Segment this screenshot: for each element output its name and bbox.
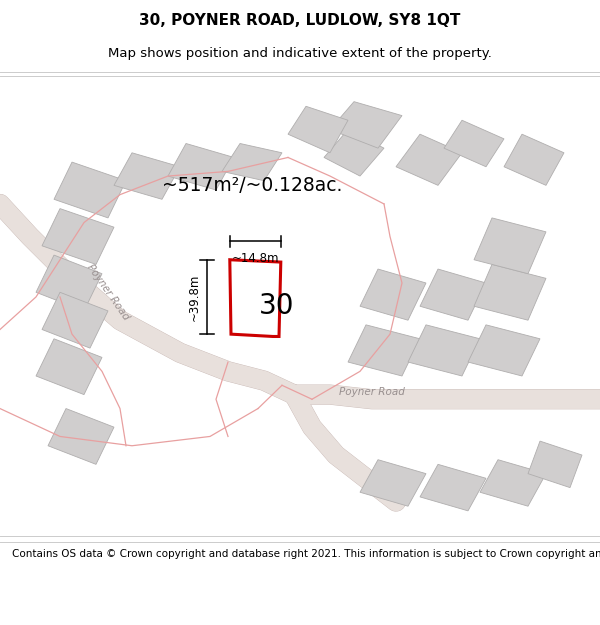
Text: 30: 30 bbox=[259, 292, 295, 320]
Polygon shape bbox=[474, 264, 546, 320]
Polygon shape bbox=[330, 102, 402, 148]
Polygon shape bbox=[408, 325, 480, 376]
Polygon shape bbox=[360, 269, 426, 320]
Text: Poyner Road: Poyner Road bbox=[339, 388, 405, 398]
Polygon shape bbox=[468, 325, 540, 376]
Polygon shape bbox=[168, 144, 234, 190]
Polygon shape bbox=[444, 120, 504, 167]
Text: Map shows position and indicative extent of the property.: Map shows position and indicative extent… bbox=[108, 47, 492, 59]
Text: ~14.8m: ~14.8m bbox=[232, 253, 279, 266]
Polygon shape bbox=[474, 218, 546, 274]
Polygon shape bbox=[396, 134, 462, 186]
Text: Poyner Road: Poyner Road bbox=[85, 262, 131, 322]
Polygon shape bbox=[36, 339, 102, 394]
Polygon shape bbox=[114, 152, 180, 199]
Text: Contains OS data © Crown copyright and database right 2021. This information is : Contains OS data © Crown copyright and d… bbox=[12, 549, 600, 559]
Polygon shape bbox=[42, 292, 108, 348]
Polygon shape bbox=[420, 269, 486, 320]
Polygon shape bbox=[348, 325, 420, 376]
Text: 30, POYNER ROAD, LUDLOW, SY8 1QT: 30, POYNER ROAD, LUDLOW, SY8 1QT bbox=[139, 13, 461, 28]
Polygon shape bbox=[288, 106, 348, 152]
Text: ~517m²/~0.128ac.: ~517m²/~0.128ac. bbox=[162, 176, 343, 195]
Polygon shape bbox=[42, 209, 114, 264]
Polygon shape bbox=[528, 441, 582, 488]
Text: ~39.8m: ~39.8m bbox=[187, 273, 200, 321]
Polygon shape bbox=[36, 255, 102, 311]
Polygon shape bbox=[230, 260, 281, 336]
Polygon shape bbox=[420, 464, 486, 511]
Polygon shape bbox=[54, 162, 126, 218]
Polygon shape bbox=[222, 144, 282, 181]
Polygon shape bbox=[480, 460, 546, 506]
Polygon shape bbox=[48, 409, 114, 464]
Polygon shape bbox=[360, 460, 426, 506]
Polygon shape bbox=[504, 134, 564, 186]
Polygon shape bbox=[324, 129, 384, 176]
